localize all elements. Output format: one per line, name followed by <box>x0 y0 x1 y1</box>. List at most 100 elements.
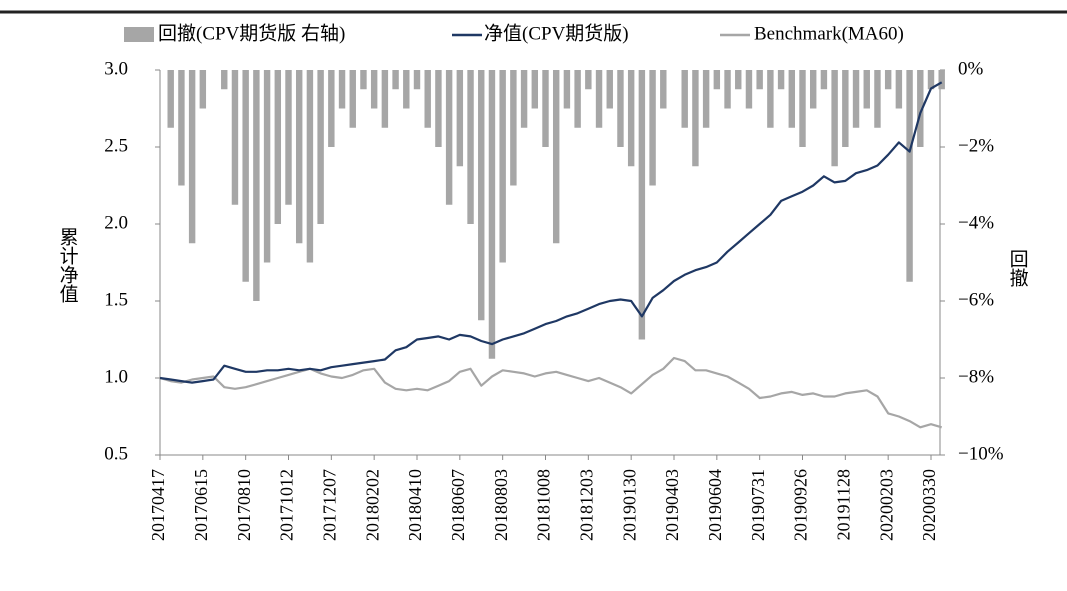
drawdown-bar <box>285 70 292 205</box>
drawdown-bar <box>713 70 721 90</box>
drawdown-bar <box>777 70 785 90</box>
drawdown-bar <box>338 70 346 109</box>
drawdown-bar <box>799 70 806 147</box>
legend-label: 净值(CPV期货版) <box>484 22 629 44</box>
y2-tick-label: −6% <box>958 289 994 310</box>
drawdown-bar <box>917 70 924 147</box>
drawdown-bar <box>552 70 560 244</box>
y2-tick-label: −4% <box>958 212 994 233</box>
drawdown-bar <box>188 70 196 244</box>
x-tick-label: 20180410 <box>405 469 425 541</box>
legend-label: Benchmark(MA60) <box>754 23 904 44</box>
drawdown-bar <box>542 70 549 147</box>
drawdown-bar <box>617 70 624 147</box>
drawdown-bar <box>263 70 271 263</box>
y-tick-label: 3.0 <box>104 58 128 79</box>
drawdown-bar <box>809 70 817 109</box>
x-tick-label: 20190731 <box>748 469 768 541</box>
x-tick-label: 20170810 <box>234 469 254 541</box>
drawdown-bar <box>456 70 464 167</box>
drawdown-bar <box>392 70 399 90</box>
drawdown-bar <box>199 70 207 109</box>
y2-tick-label: −8% <box>958 366 994 387</box>
x-tick-label: 20190604 <box>705 469 725 541</box>
drawdown-bar <box>221 70 228 90</box>
drawdown-bar <box>478 70 485 321</box>
y-tick-label: 2.5 <box>104 135 128 156</box>
drawdown-bar <box>413 70 421 90</box>
drawdown-bar <box>360 70 367 90</box>
drawdown-bar <box>863 70 870 109</box>
drawdown-bar <box>852 70 860 128</box>
y-tick-label: 1.0 <box>104 366 128 387</box>
y-axis-label: 累计净值 <box>57 227 79 303</box>
x-tick-label: 20190130 <box>619 469 639 541</box>
x-tick-label: 20181008 <box>534 469 554 541</box>
drawdown-bar <box>842 70 849 147</box>
drawdown-bar <box>702 70 710 128</box>
legend-swatch <box>124 27 154 42</box>
x-tick-label: 20170615 <box>191 469 211 541</box>
x-tick-label: 20181203 <box>576 469 596 541</box>
drawdown-bar <box>874 70 881 128</box>
x-tick-label: 20180202 <box>362 469 382 541</box>
drawdown-bar <box>595 70 603 128</box>
drawdown-bar <box>767 70 774 128</box>
x-tick-label: 20180803 <box>491 469 511 541</box>
y2-axis-label: 回撤 <box>1007 249 1029 287</box>
x-tick-label: 20171012 <box>277 469 297 541</box>
drawdown-bar <box>253 70 260 301</box>
drawdown-bar <box>831 70 838 167</box>
drawdown-bar <box>756 70 763 90</box>
drawdown-bar <box>349 70 356 128</box>
y2-tick-label: 0% <box>958 58 984 79</box>
drawdown-bar <box>681 70 688 128</box>
drawdown-bar <box>274 70 282 224</box>
drawdown-bar <box>884 70 892 90</box>
drawdown-bar <box>317 70 324 224</box>
drawdown-bar <box>627 70 635 167</box>
drawdown-bar <box>788 70 796 128</box>
drawdown-bar <box>306 70 314 263</box>
x-tick-label: 20190403 <box>662 469 682 541</box>
drawdown-bar <box>231 70 239 205</box>
y-tick-label: 1.5 <box>104 289 128 310</box>
x-tick-label: 20180607 <box>448 469 468 541</box>
x-tick-label: 20200330 <box>919 469 939 541</box>
drawdown-bar <box>435 70 442 147</box>
x-tick-label: 20200203 <box>876 469 896 541</box>
x-tick-label: 20190926 <box>791 469 811 541</box>
drawdown-bar <box>424 70 431 128</box>
drawdown-bar <box>328 70 335 147</box>
x-tick-label: 20170417 <box>148 469 168 541</box>
y2-tick-label: −2% <box>958 135 994 156</box>
drawdown-bar <box>370 70 378 109</box>
drawdown-bar <box>531 70 539 109</box>
y2-tick-label: −10% <box>958 443 1004 464</box>
drawdown-bar <box>242 70 249 282</box>
line-series <box>159 356 943 429</box>
x-tick-label: 20171207 <box>319 469 339 541</box>
drawdown-bar <box>499 70 506 263</box>
drawdown-bar <box>692 70 699 167</box>
drawdown-bar <box>178 70 185 186</box>
drawdown-bar <box>638 70 646 340</box>
drawdown-bar <box>510 70 517 186</box>
drawdown-bar <box>467 70 474 224</box>
drawdown-bar <box>735 70 742 90</box>
drawdown-bar <box>938 70 945 90</box>
drawdown-bar <box>295 70 303 244</box>
drawdown-bar <box>820 70 828 90</box>
drawdown-bar <box>724 70 731 109</box>
drawdown-bar <box>167 70 174 128</box>
drawdown-bar <box>563 70 571 109</box>
drawdown-bar <box>895 70 903 109</box>
legend-label: 回撤(CPV期货版 右轴) <box>158 22 345 44</box>
y-tick-label: 2.0 <box>104 212 128 233</box>
line-series <box>159 81 943 384</box>
drawdown-bar <box>745 70 753 109</box>
x-tick-label: 20191128 <box>833 469 853 540</box>
drawdown-bar <box>906 70 913 282</box>
